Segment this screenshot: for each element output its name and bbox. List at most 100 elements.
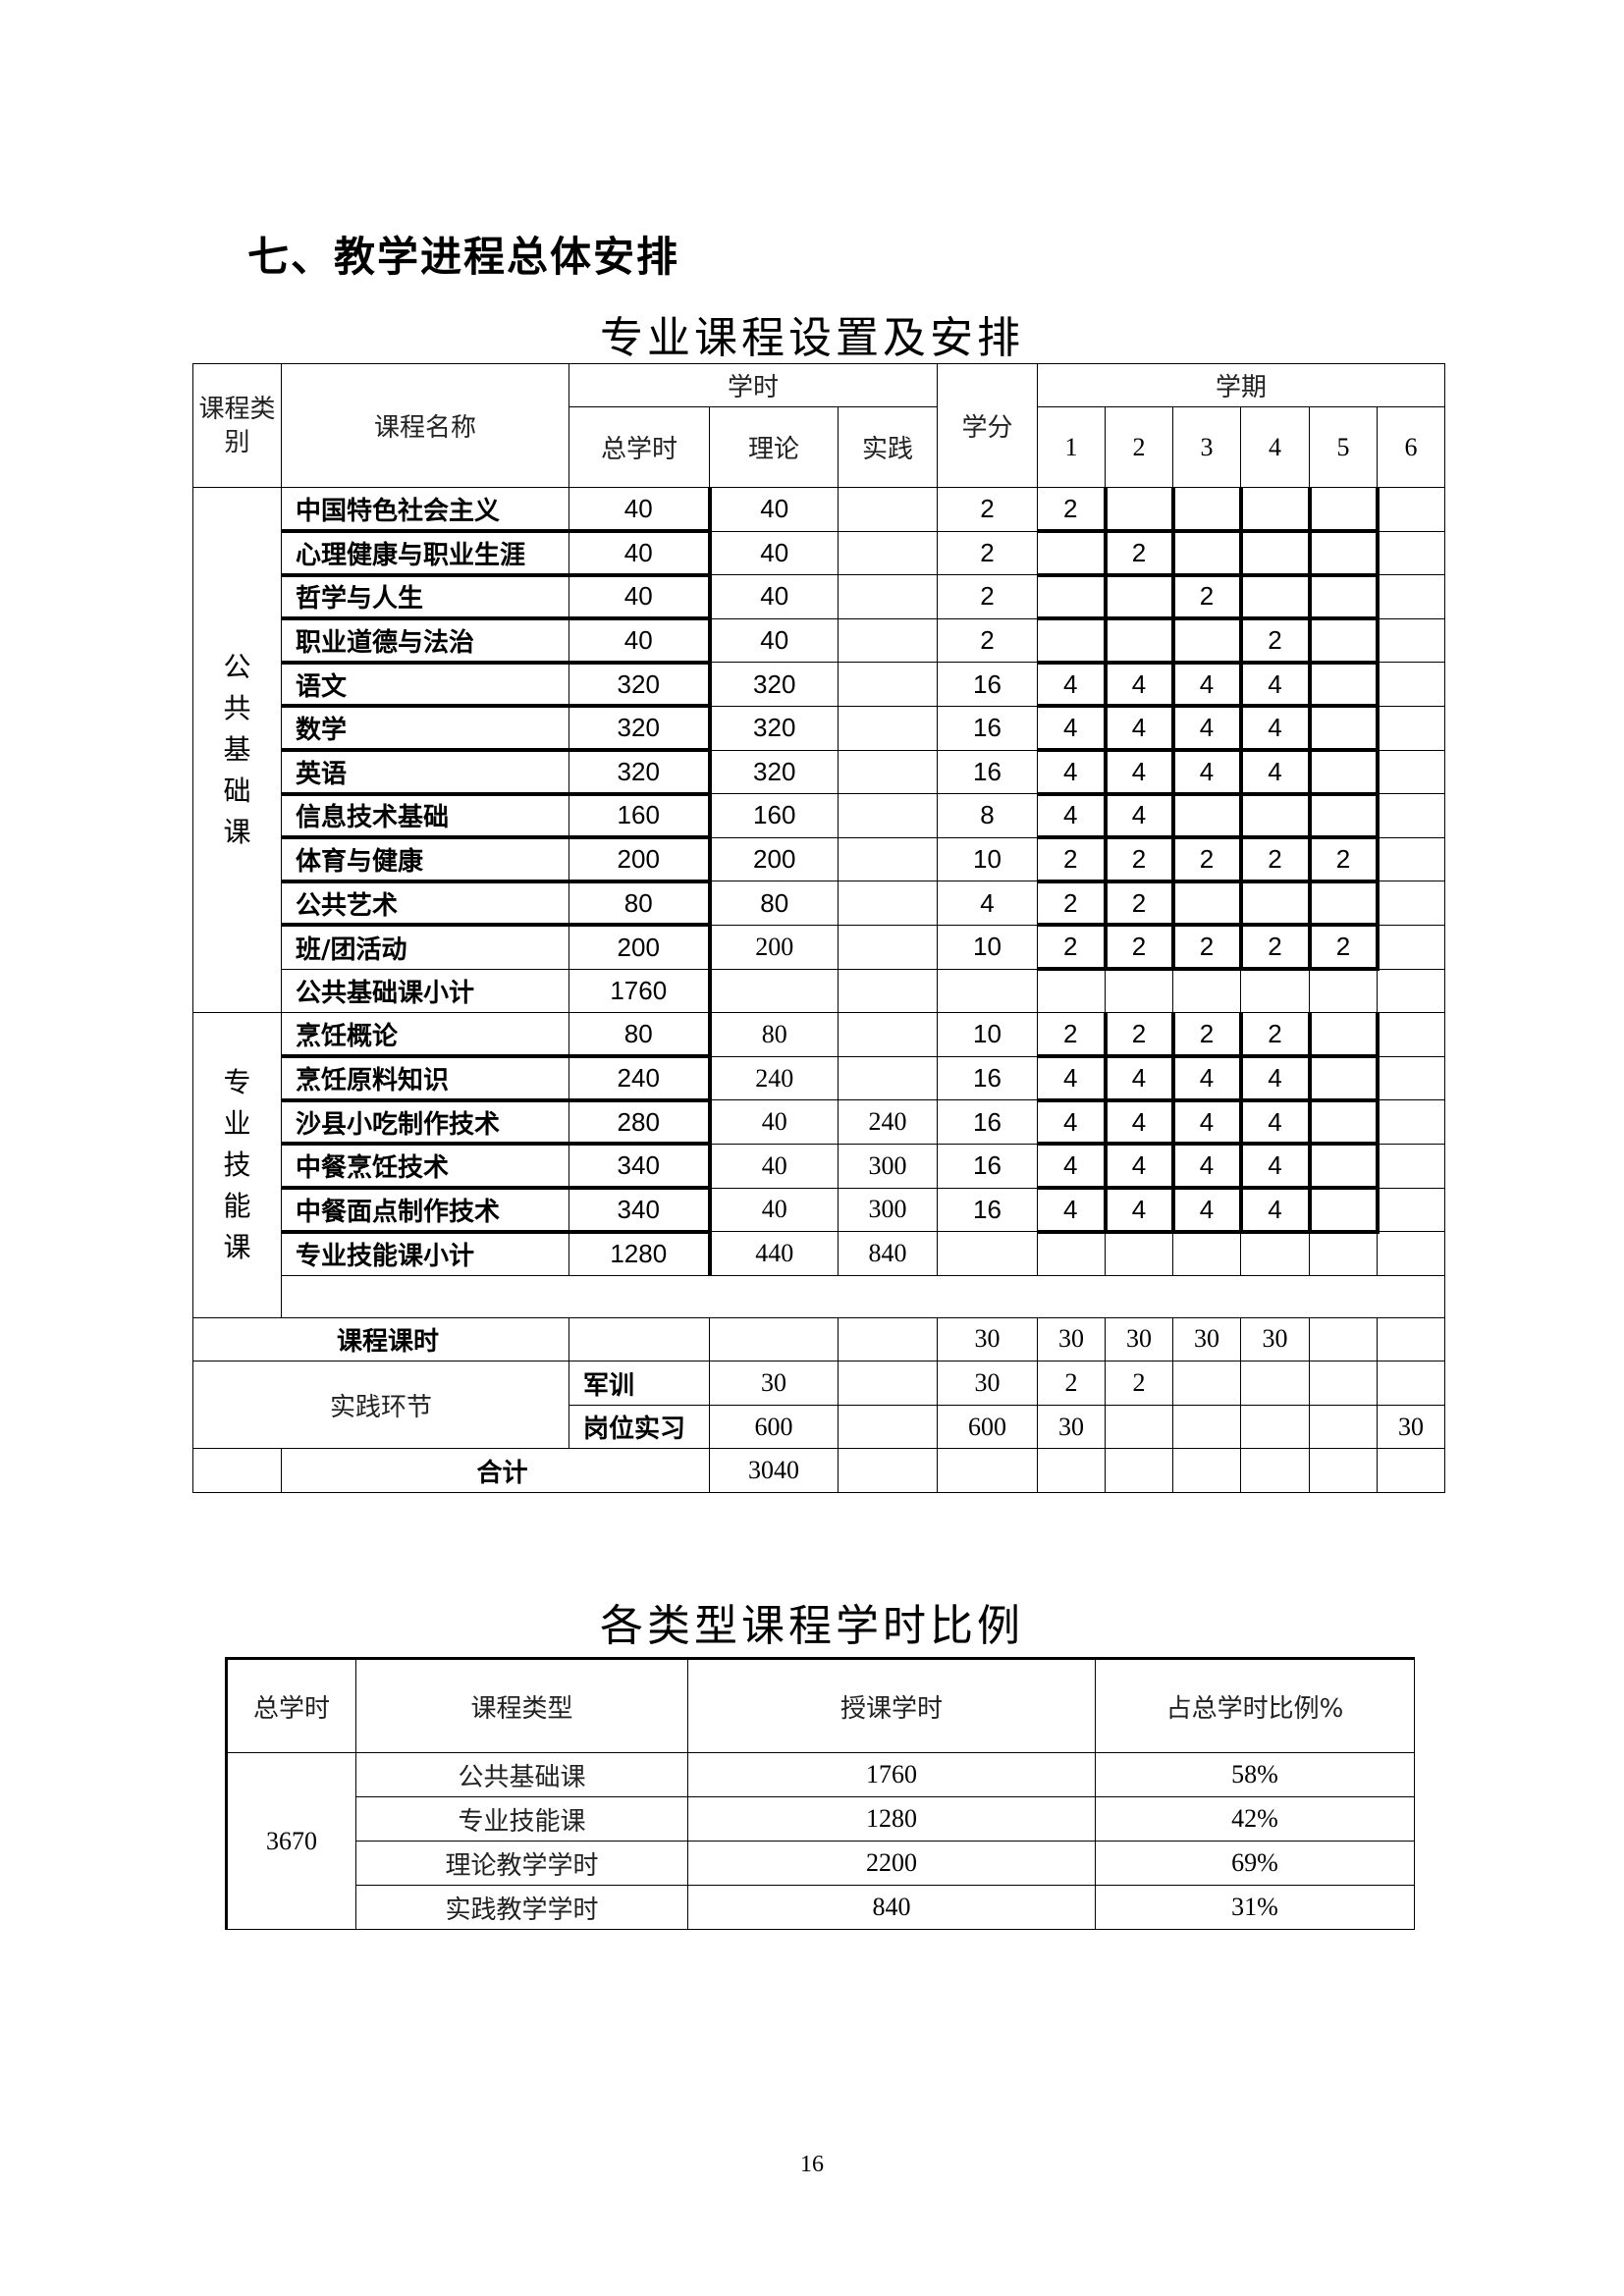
table-row: 哲学与人生 40 40 2 2 [193,574,1446,621]
semester-6-value [1376,836,1446,882]
practice-item-semester-2: 2 [1105,1361,1173,1406]
semester-2-value: 4 [1105,1055,1175,1102]
credit: 16 [937,1055,1038,1101]
total-hours: 320 [568,749,712,796]
hours-ratio: 69% [1095,1841,1415,1886]
total-hours-value: 3670 [226,1752,356,1930]
practice-row: 实践环节 军训 30 30 2 2 [192,1361,1446,1450]
semester-1-value: 4 [1037,705,1108,753]
practice-hours [838,1055,938,1101]
semester-4-value [1240,1231,1310,1276]
total-hours: 80 [568,1012,712,1059]
practice-hours [838,881,938,926]
semester-2-value [1105,1231,1173,1276]
grand-total-row: 合计 3040 [192,1448,1446,1494]
semester-3-value [1172,793,1243,840]
semester-3-value: 2 [1172,836,1243,883]
hours-ratio-table: 总学时 课程类型 授课学时 占总学时比例% 3670 公共基础课 1760 58% 专业… [225,1657,1415,1930]
semester-1-value: 4 [1037,1187,1108,1234]
semester-1-value: 4 [1037,749,1108,796]
course-type: 实践教学学时 [355,1885,688,1930]
theory-hours: 240 [709,1055,839,1101]
course-type: 公共基础课 [355,1752,688,1797]
credit [937,1231,1038,1276]
semester-2-value: 2 [1105,836,1175,883]
practice-hours [838,793,938,838]
table-row: 英语 320 320 16 4 4 4 4 [193,749,1446,796]
total-hours: 80 [568,881,712,928]
semester-3-value: 4 [1172,662,1243,709]
credit: 16 [937,662,1038,707]
semester-3-value: 4 [1172,1055,1243,1102]
table-row: 公共基础课中国特色社会主义 40 40 2 2 [192,486,1446,1014]
semester-3-value [1172,968,1241,1014]
semester-3-value [1172,1231,1241,1276]
practice-item-credit: 30 [937,1361,1038,1406]
theory-hours: 40 [709,530,839,576]
semester-5-value [1309,1143,1380,1190]
semester-4-value: 4 [1240,1055,1312,1102]
practice-item-practice [838,1361,938,1406]
semester-4-value [1240,574,1312,621]
table-row: 信息技术基础 160 160 8 4 4 [193,793,1446,840]
course-hours-semester-4: 30 [1240,1316,1310,1362]
credit: 16 [937,1187,1038,1233]
course-hours-semester-1: 30 [1037,1316,1106,1362]
total-hours: 200 [568,924,712,970]
table-row: 理论教学学时 2200 69% [227,1841,1415,1886]
header-credit: 学分 [937,363,1038,488]
practice-item-semester-4 [1240,1361,1310,1406]
header-semester-2: 2 [1105,406,1173,488]
total-hours: 240 [568,1055,712,1102]
semester-2-value [1105,968,1173,1014]
credit: 10 [937,1012,1038,1057]
course-name: 哲学与人生 [281,574,569,621]
practice-hours [838,530,938,576]
semester-1-value: 2 [1037,1012,1108,1059]
semester-5-value [1309,1231,1378,1276]
practice-hours: 300 [838,1187,938,1233]
semester-1-value: 4 [1037,1143,1108,1190]
practice-item-semester-1: 30 [1037,1404,1106,1450]
semester-5-value [1309,1055,1380,1102]
semester-2-value: 4 [1105,1143,1175,1190]
page-number: 16 [800,2152,824,2177]
semester-4-value [1240,881,1312,928]
category-cell: 公共基础课 [192,486,282,1014]
semester-3-value: 2 [1172,574,1243,621]
header-total: 总学时 [568,406,710,488]
practice-hours [838,574,938,619]
total-hours: 340 [568,1143,712,1190]
credit: 2 [937,530,1038,576]
practice-item-semester-5 [1309,1361,1378,1406]
header-teaching-hours: 授课学时 [687,1658,1096,1753]
theory-hours: 320 [709,705,839,751]
semester-2-value: 4 [1105,749,1175,796]
practice-hours: 300 [838,1143,938,1189]
theory-hours: 40 [709,1187,839,1233]
practice-item-practice [838,1404,938,1450]
theory-hours: 40 [709,1099,839,1145]
empty-cell [937,1448,1038,1494]
course-name: 中国特色社会主义 [281,487,569,534]
semester-6-value [1376,881,1446,926]
semester-2-value: 4 [1105,1099,1175,1147]
semester-1-value [1037,968,1106,1014]
course-hours-semester-2: 30 [1105,1316,1173,1362]
practice-block-label: 实践环节 [192,1361,569,1450]
semester-2-value [1105,617,1175,665]
practice-item-semester-6 [1376,1361,1446,1406]
course-hours-semester-3: 30 [1172,1316,1241,1362]
semester-2-value: 2 [1105,1012,1175,1059]
semester-2-value: 2 [1105,530,1175,577]
header-category: 课程类别 [192,363,282,488]
semester-4-value: 2 [1240,1012,1312,1059]
theory-hours: 200 [709,836,839,882]
empty-cell [1309,1448,1378,1494]
teaching-hours: 2200 [687,1841,1096,1886]
credit: 4 [937,881,1038,926]
course-name: 体育与健康 [281,836,569,883]
semester-1-value: 4 [1037,1099,1108,1147]
teaching-hours: 1760 [687,1752,1096,1797]
practice-item-semester-1: 2 [1037,1361,1106,1406]
